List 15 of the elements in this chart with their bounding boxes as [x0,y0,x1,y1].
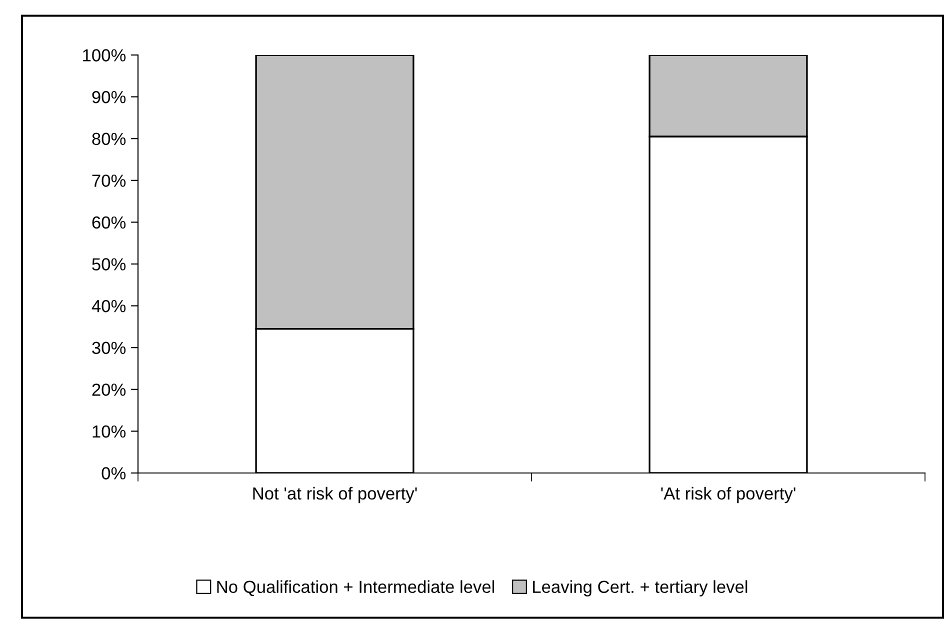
y-tick-label: 80% [92,132,126,146]
y-tick-label: 0% [102,467,126,480]
y-tick-label: 100% [83,49,126,62]
x-tick-label: Not 'at risk of poverty' [253,486,417,504]
y-tick-label: 30% [92,342,126,354]
legend-label: Leaving Cert. + tertiary level [533,580,748,596]
y-tick-label: 60% [92,216,126,229]
legend-label: No Qualification + Intermediate level [217,580,494,596]
y-tick-label: 40% [92,300,126,312]
y-tick-label: 10% [92,425,126,438]
y-tick-label: 50% [92,258,126,270]
x-tick-label: 'At risk of poverty' [661,486,796,504]
y-tick-label: 20% [92,384,126,396]
y-tick-label: 90% [92,90,126,104]
y-tick-label: 70% [92,174,126,187]
